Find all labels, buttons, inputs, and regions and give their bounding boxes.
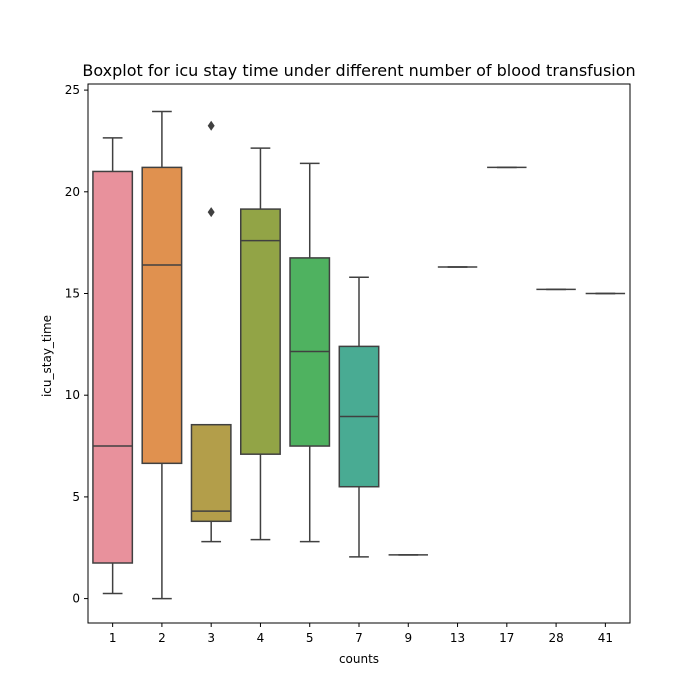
x-tick-label: 7 [355, 631, 363, 645]
plot-area [92, 110, 626, 600]
x-tick-label: 28 [548, 631, 563, 645]
y-tick-label: 15 [65, 286, 80, 300]
x-tick-label: 2 [158, 631, 166, 645]
box-group-3 [190, 120, 232, 543]
y-axis: 0 5 10 15 20 25 [65, 83, 88, 606]
box-iqr [141, 166, 183, 465]
outlier-point [207, 207, 215, 218]
x-tick-label: 5 [306, 631, 314, 645]
x-tick-label: 4 [257, 631, 265, 645]
y-axis-label: icu_stay_time [40, 315, 54, 397]
y-tick-label: 5 [72, 490, 80, 504]
x-tick-label: 3 [207, 631, 215, 645]
y-tick-label: 0 [72, 592, 80, 606]
box-iqr [239, 208, 281, 455]
box-iqr [190, 423, 232, 523]
box-group-7 [338, 276, 380, 558]
y-tick-label: 10 [65, 388, 80, 402]
x-axis: 1 2 3 4 5 7 9 13 17 28 41 [109, 623, 613, 645]
x-axis-label: counts [339, 652, 379, 666]
y-tick-label: 20 [65, 185, 80, 199]
x-tick-label: 41 [598, 631, 613, 645]
box-group-2 [141, 110, 183, 600]
x-tick-label: 17 [499, 631, 514, 645]
outlier-point [207, 120, 215, 131]
box-group-5 [289, 162, 331, 543]
x-tick-label: 1 [109, 631, 117, 645]
box-iqr [92, 170, 134, 564]
x-tick-label: 13 [450, 631, 465, 645]
y-tick-label: 25 [65, 83, 80, 97]
chart-title: Boxplot for icu stay time under differen… [82, 61, 635, 80]
x-tick-label: 9 [404, 631, 412, 645]
box-group-4 [239, 147, 281, 541]
box-group-1 [92, 137, 134, 595]
